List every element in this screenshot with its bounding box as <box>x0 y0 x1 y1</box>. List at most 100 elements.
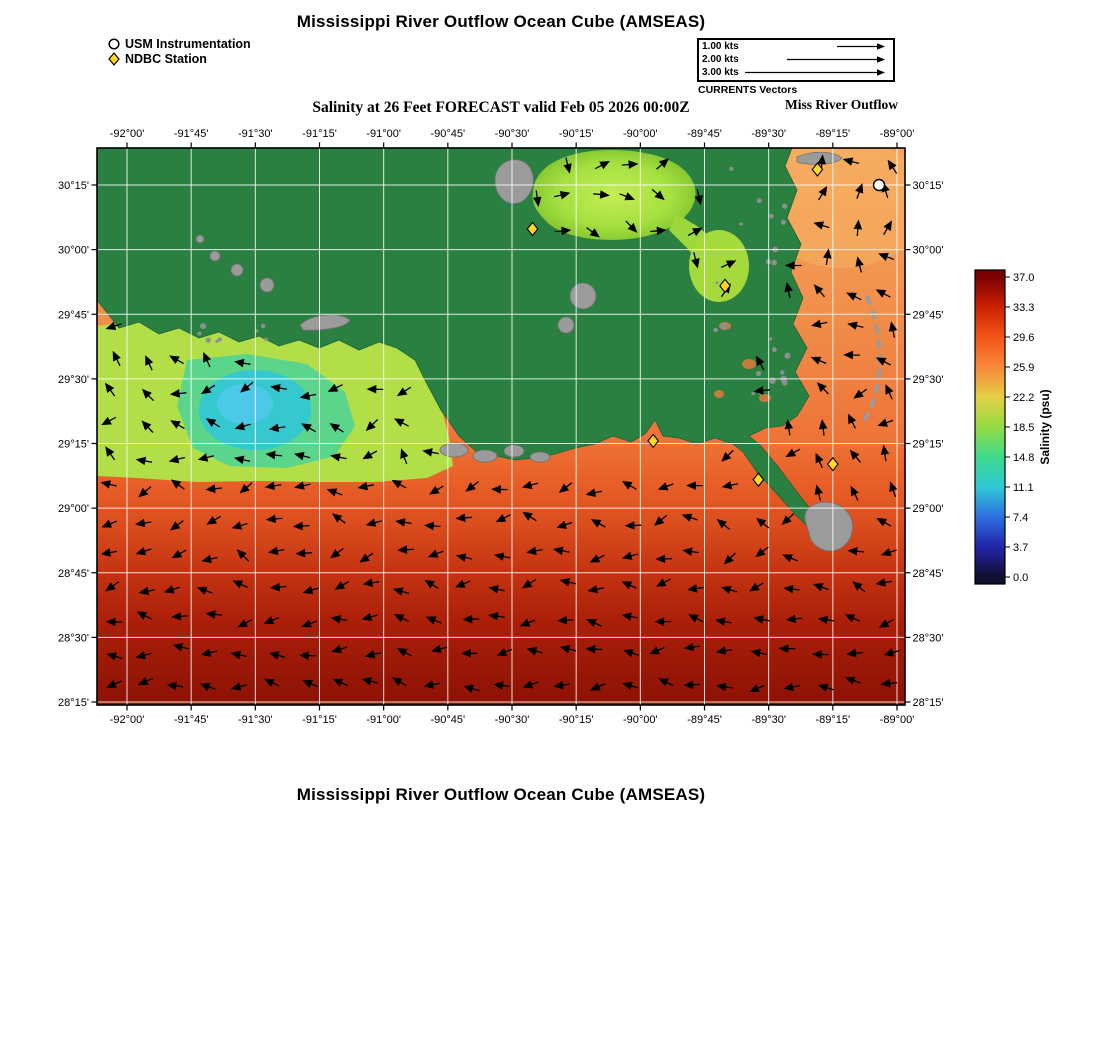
lake-pontchartrain <box>532 150 696 240</box>
current-vector <box>654 617 672 626</box>
current-vector <box>427 549 444 558</box>
ndbc-diamond-icon <box>108 51 120 66</box>
current-vector <box>429 485 444 495</box>
vector-scale-1kt: 1.00 kts <box>702 41 739 52</box>
x-tick-label-top: -91°15' <box>302 128 337 140</box>
current-vector <box>654 514 668 526</box>
current-vector <box>263 616 280 625</box>
current-vector <box>106 652 123 661</box>
current-vector <box>621 551 639 560</box>
current-vector <box>586 619 602 628</box>
current-vector <box>556 520 573 529</box>
current-vector <box>723 552 736 565</box>
current-vector <box>362 450 378 460</box>
current-vector <box>877 418 894 427</box>
forecast-subtitle: Salinity at 26 Feet FORECAST valid Feb 0… <box>312 99 690 116</box>
current-vector <box>206 515 222 525</box>
marsh-speck <box>713 327 718 333</box>
x-tick-label-top: -92°00' <box>110 128 145 140</box>
current-vector <box>558 482 573 494</box>
current-vector <box>138 486 152 498</box>
current-vector <box>104 382 116 397</box>
inland-lake <box>569 282 597 310</box>
current-vector <box>721 480 739 490</box>
current-vector <box>205 484 223 494</box>
current-vector <box>135 456 153 466</box>
current-vector <box>359 552 374 563</box>
current-vector <box>622 480 637 490</box>
inland-lake <box>209 250 221 262</box>
current-vector <box>682 547 699 556</box>
current-vector <box>105 617 123 627</box>
y-tick-label-left: 28°30' <box>58 632 89 644</box>
usm-station-marker <box>872 178 886 192</box>
current-vector <box>875 578 892 587</box>
current-vector <box>169 520 184 531</box>
current-vector <box>396 386 412 397</box>
x-tick-label-top: -90°00' <box>623 128 658 140</box>
current-vector <box>590 682 606 691</box>
islands-top-right <box>796 151 843 165</box>
current-vector <box>585 644 603 654</box>
current-vector <box>619 192 635 201</box>
current-vector <box>100 548 118 557</box>
y-tick-label-left: 30°00' <box>58 245 89 257</box>
current-vector <box>357 481 375 491</box>
current-vector <box>553 546 570 556</box>
vector-scale-arrowhead <box>877 43 885 50</box>
current-vector <box>823 248 832 265</box>
marsh-orange-patch <box>742 359 756 369</box>
y-tick-label-left: 30°15' <box>58 180 89 192</box>
current-vector <box>105 321 122 331</box>
current-vector <box>521 578 537 589</box>
current-vector <box>141 388 155 402</box>
current-vector <box>716 518 731 530</box>
current-vector <box>362 578 380 587</box>
marsh-speck <box>215 339 219 343</box>
ndbc-legend-row: NDBC Station <box>107 51 251 66</box>
y-tick-label-left: 28°45' <box>58 568 89 580</box>
colorbar-tick-label: 7.4 <box>1013 512 1028 524</box>
current-vector <box>878 252 894 261</box>
current-vector <box>298 651 316 660</box>
marsh-orange-patch <box>759 394 771 402</box>
marsh-speck <box>200 323 207 330</box>
vector-scale-arrows <box>745 43 885 76</box>
current-vector <box>781 513 795 526</box>
inland-lake <box>259 277 275 293</box>
current-vector <box>100 480 117 489</box>
current-vector <box>715 646 733 655</box>
current-vector <box>465 480 479 492</box>
current-vector <box>876 517 892 527</box>
x-tick-label-bottom: -90°45' <box>431 714 466 726</box>
current-vector <box>847 413 857 429</box>
current-vector <box>137 677 154 686</box>
current-vector <box>526 647 543 656</box>
current-vector <box>264 481 282 490</box>
current-vector <box>493 552 511 561</box>
current-vector <box>302 585 319 595</box>
west-cyan-core <box>217 384 273 424</box>
current-vector <box>230 682 247 691</box>
current-vector <box>327 383 343 392</box>
current-vector <box>423 521 441 531</box>
inland-lake <box>230 263 244 277</box>
x-tick-label-bottom: -90°00' <box>623 714 658 726</box>
current-vector <box>496 648 513 656</box>
current-vector <box>396 648 412 657</box>
current-vector <box>101 416 117 426</box>
current-vector <box>201 554 218 564</box>
current-vector <box>237 619 253 628</box>
current-vector <box>397 545 414 554</box>
colorbar-axis-label: Salinity (psu) <box>1038 389 1052 464</box>
current-vector <box>846 648 863 658</box>
marker-legend: USM Instrumentation NDBC Station <box>107 36 251 66</box>
current-vector <box>264 678 280 687</box>
current-vector <box>554 226 572 236</box>
x-tick-label-top: -89°45' <box>687 128 722 140</box>
current-vector <box>624 521 642 530</box>
current-vector <box>880 547 898 557</box>
current-vector <box>586 227 600 238</box>
current-vector <box>650 226 667 236</box>
colorbar-tick-label: 11.1 <box>1013 482 1034 494</box>
